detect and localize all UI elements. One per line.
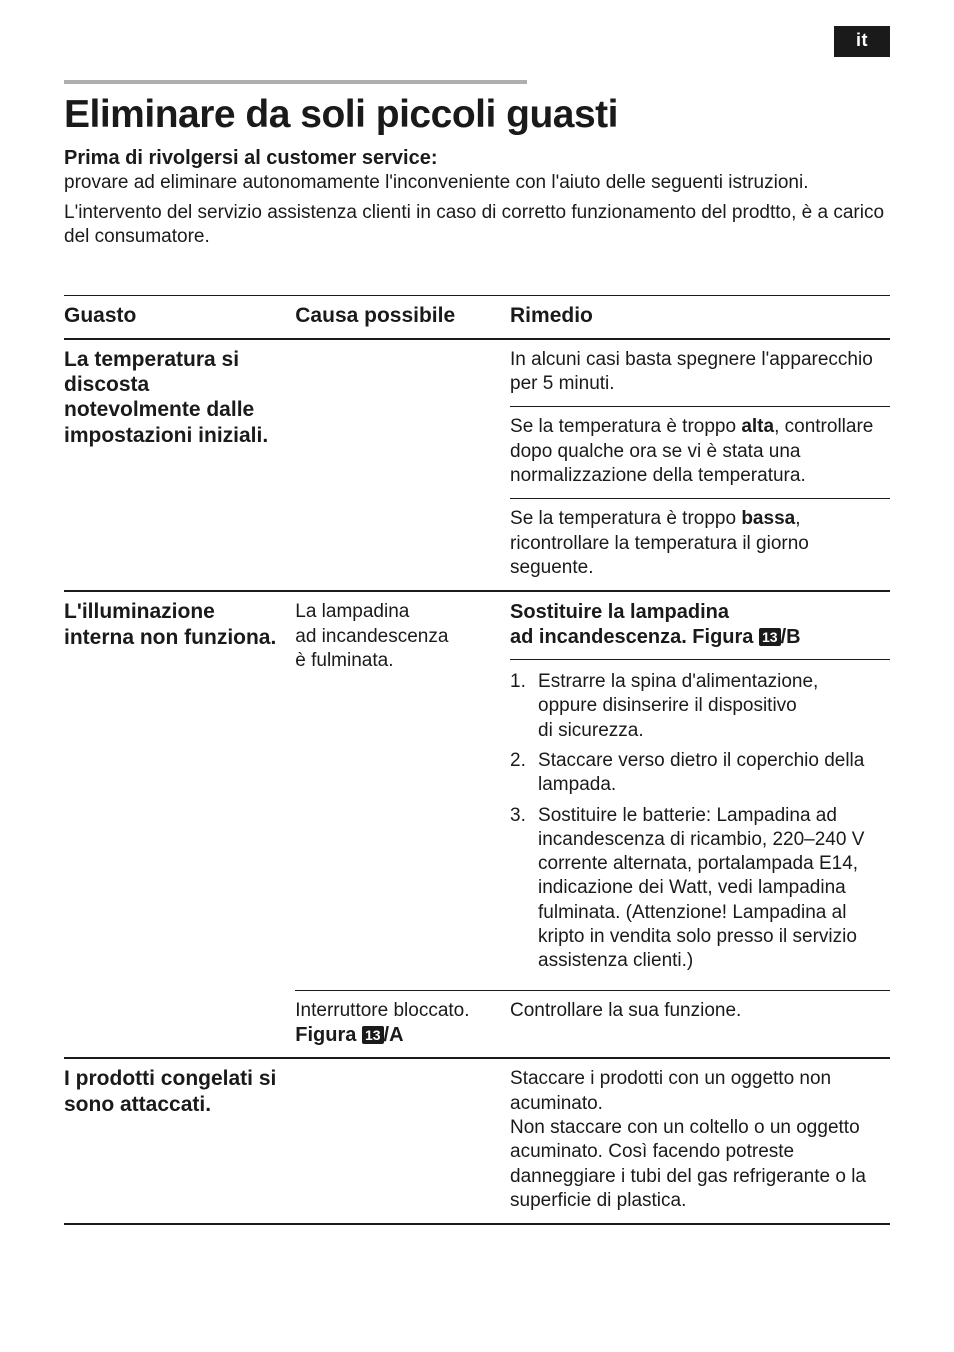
- rimedio-heading-line1: Sostituire la lampadina: [510, 600, 880, 624]
- cell-causa-empty: [295, 1058, 510, 1224]
- cell-rimedio-steps: Estrarre la spina d'alimentazione, oppur…: [510, 659, 890, 990]
- table-header-row: Guasto Causa possibile Rimedio: [64, 295, 890, 339]
- text: Interruttore bloccato.: [295, 999, 500, 1023]
- cell-causa-empty: [295, 339, 510, 592]
- text-bold: bassa: [741, 508, 795, 529]
- intro-p2: L'intervento del servizio assistenza cli…: [64, 201, 890, 249]
- cell-rimedio: Staccare i prodotti con un oggetto non a…: [510, 1058, 890, 1224]
- text: Se la temperatura è troppo: [510, 416, 741, 437]
- header-guasto: Guasto: [64, 295, 295, 339]
- figure-ref: Figura 13/A: [295, 1023, 500, 1047]
- header-rimedio: Rimedio: [510, 295, 890, 339]
- cell-rimedio: Controllare la sua funzione.: [510, 990, 890, 1058]
- troubleshooting-table: Guasto Causa possibile Rimedio La temper…: [64, 295, 890, 1226]
- page-title: Eliminare da soli piccoli guasti: [64, 94, 890, 137]
- figure-badge-icon: 13: [759, 628, 781, 646]
- text-bold: alta: [741, 416, 774, 437]
- cell-rimedio-head: Sostituire la lampadina ad incandescenza…: [510, 591, 890, 659]
- list-item: Estrarre la spina d'alimentazione, oppur…: [510, 670, 880, 743]
- intro-p1: provare ad eliminare autonomamente l'inc…: [64, 171, 890, 195]
- intro-lead: Prima di rivolgersi al customer service:: [64, 145, 890, 171]
- guasto-text: I prodotti congelati si sono attaccati.: [64, 1067, 276, 1115]
- text: /B: [781, 626, 801, 648]
- language-tab: it: [834, 26, 890, 57]
- title-rule: [64, 80, 527, 84]
- cell-guasto: L'illuminazione interna non funziona.: [64, 591, 295, 1058]
- cell-rimedio: Se la temperatura è troppo alta, control…: [510, 407, 890, 499]
- page: it Eliminare da soli piccoli guasti Prim…: [0, 0, 954, 1352]
- rimedio-heading-line2: ad incandescenza. Figura 13/B: [510, 625, 880, 649]
- list-item: Staccare verso dietro il coperchio della…: [510, 749, 880, 798]
- guasto-text: La temperatura si discosta notevolmente …: [64, 348, 268, 447]
- cell-guasto: I prodotti congelati si sono attaccati.: [64, 1058, 295, 1224]
- cell-guasto: La temperatura si discosta notevolmente …: [64, 339, 295, 592]
- text: Se la temperatura è troppo: [510, 508, 741, 529]
- table-row: L'illuminazione interna non funziona. La…: [64, 591, 890, 659]
- guasto-text: L'illuminazione interna non funziona.: [64, 600, 276, 648]
- cell-causa: Interruttore bloccato. Figura 13/A: [295, 990, 510, 1058]
- cell-causa: La lampadina ad incandescenza è fulminat…: [295, 591, 510, 990]
- header-causa: Causa possibile: [295, 295, 510, 339]
- text: Figura: [295, 1024, 362, 1046]
- list-item: Sostituire le batterie: Lampadina ad inc…: [510, 804, 880, 974]
- intro-block: Prima di rivolgersi al customer service:…: [64, 145, 890, 249]
- table-row: La temperatura si discosta notevolmente …: [64, 339, 890, 407]
- table-row: I prodotti congelati si sono attaccati. …: [64, 1058, 890, 1224]
- cell-rimedio: Se la temperatura è troppo bassa, ricont…: [510, 499, 890, 591]
- cell-rimedio: In alcuni casi basta spegnere l'apparecc…: [510, 339, 890, 407]
- figure-badge-icon: 13: [362, 1026, 384, 1044]
- text: ad incandescenza. Figura: [510, 626, 759, 648]
- steps-list: Estrarre la spina d'alimentazione, oppur…: [510, 670, 880, 974]
- text: /A: [384, 1024, 404, 1046]
